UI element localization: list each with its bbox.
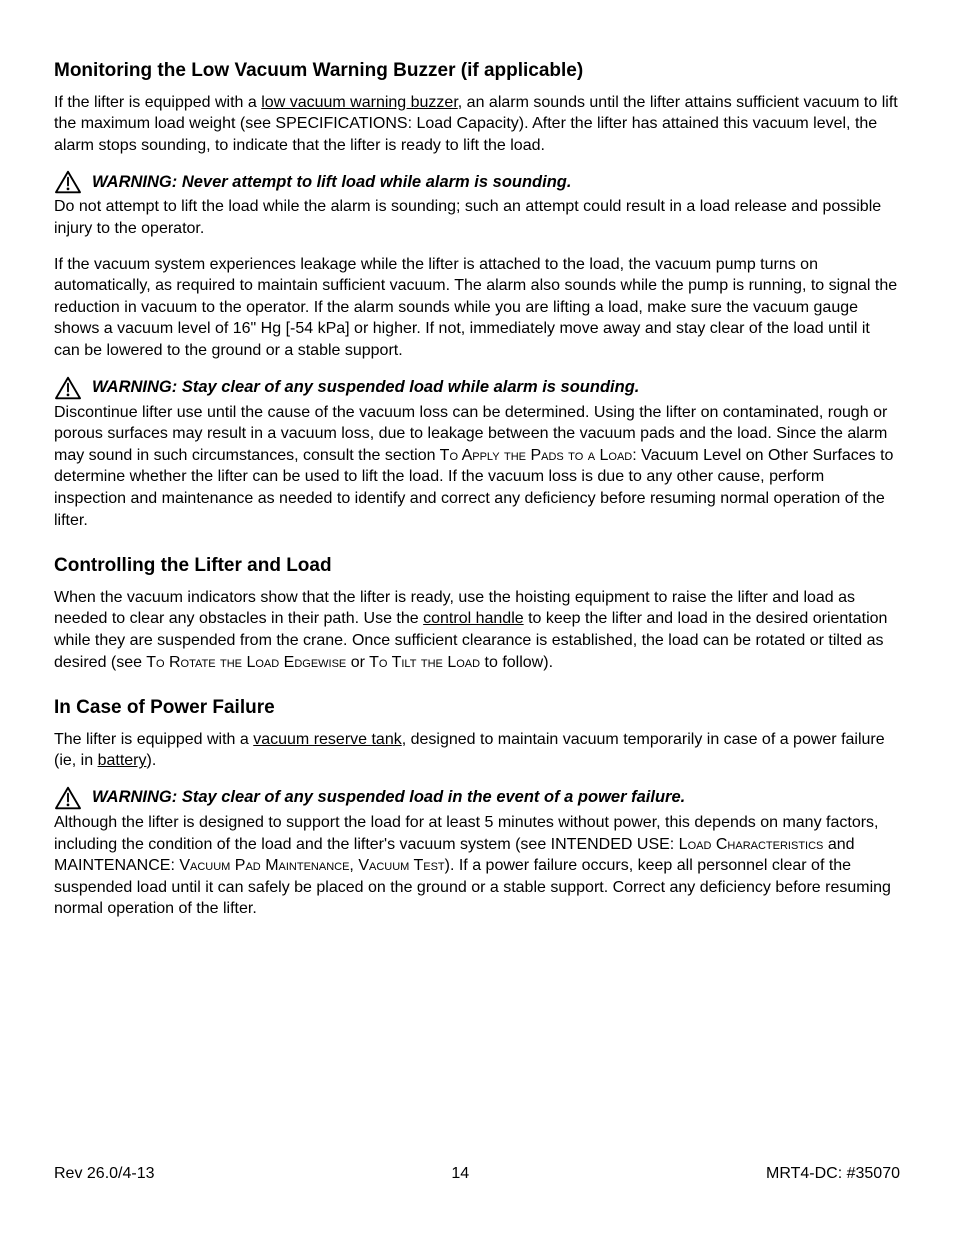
- heading-controlling: Controlling the Lifter and Load: [54, 553, 900, 579]
- section-monitoring: Monitoring the Low Vacuum Warning Buzzer…: [54, 58, 900, 531]
- section-power-failure: In Case of Power Failure The lifter is e…: [54, 695, 900, 920]
- heading-power-failure: In Case of Power Failure: [54, 695, 900, 721]
- underline-text: control handle: [423, 610, 524, 627]
- smallcaps-text: o Apply the Pads to a Load: [449, 447, 632, 464]
- paragraph: The lifter is equipped with a vacuum res…: [54, 729, 900, 772]
- warning-icon: [54, 170, 82, 194]
- paragraph: If the lifter is equipped with a low vac…: [54, 92, 900, 157]
- paragraph: Although the lifter is designed to suppo…: [54, 812, 900, 920]
- underline-text: low vacuum warning buzzer: [261, 94, 458, 111]
- paragraph: When the vacuum indicators show that the…: [54, 587, 900, 673]
- smallcaps-text: acuum Pad Maintenance: [190, 857, 349, 874]
- page: Monitoring the Low Vacuum Warning Buzzer…: [0, 0, 954, 1235]
- paragraph: Do not attempt to lift the load while th…: [54, 196, 900, 239]
- text: If the lifter is equipped with a: [54, 94, 261, 111]
- underline-text: battery: [98, 752, 147, 769]
- underline-text: vacuum reserve tank: [253, 731, 402, 748]
- smallcaps-text: o Rotate the Load Edgewise: [156, 654, 346, 671]
- warning-icon: [54, 376, 82, 400]
- warning-row: WARNING: Stay clear of any suspended loa…: [54, 376, 900, 400]
- text: ).: [147, 752, 157, 769]
- section-controlling: Controlling the Lifter and Load When the…: [54, 553, 900, 673]
- smallcaps-text: oad Characteristics: [688, 836, 824, 853]
- paragraph: If the vacuum system experiences leakage…: [54, 254, 900, 362]
- footer-center: 14: [451, 1165, 469, 1183]
- text: , V: [349, 857, 369, 874]
- paragraph: Discontinue lifter use until the cause o…: [54, 402, 900, 532]
- footer-right: MRT4-DC: #35070: [766, 1165, 900, 1183]
- smallcaps-text: acuum Test: [369, 857, 445, 874]
- text: or T: [346, 654, 379, 671]
- warning-row: WARNING: Stay clear of any suspended loa…: [54, 786, 900, 810]
- warning-text: WARNING: Stay clear of any suspended loa…: [92, 787, 685, 808]
- page-footer: Rev 26.0/4-13 14 MRT4-DC: #35070: [54, 1165, 900, 1183]
- warning-text: WARNING: Stay clear of any suspended loa…: [92, 377, 639, 398]
- footer-left: Rev 26.0/4-13: [54, 1165, 155, 1183]
- smallcaps-text: o Tilt the Load: [379, 654, 480, 671]
- text: to follow).: [480, 654, 553, 671]
- warning-icon: [54, 786, 82, 810]
- heading-monitoring: Monitoring the Low Vacuum Warning Buzzer…: [54, 58, 900, 84]
- text: The lifter is equipped with a: [54, 731, 253, 748]
- warning-text: WARNING: Never attempt to lift load whil…: [92, 172, 571, 193]
- warning-row: WARNING: Never attempt to lift load whil…: [54, 170, 900, 194]
